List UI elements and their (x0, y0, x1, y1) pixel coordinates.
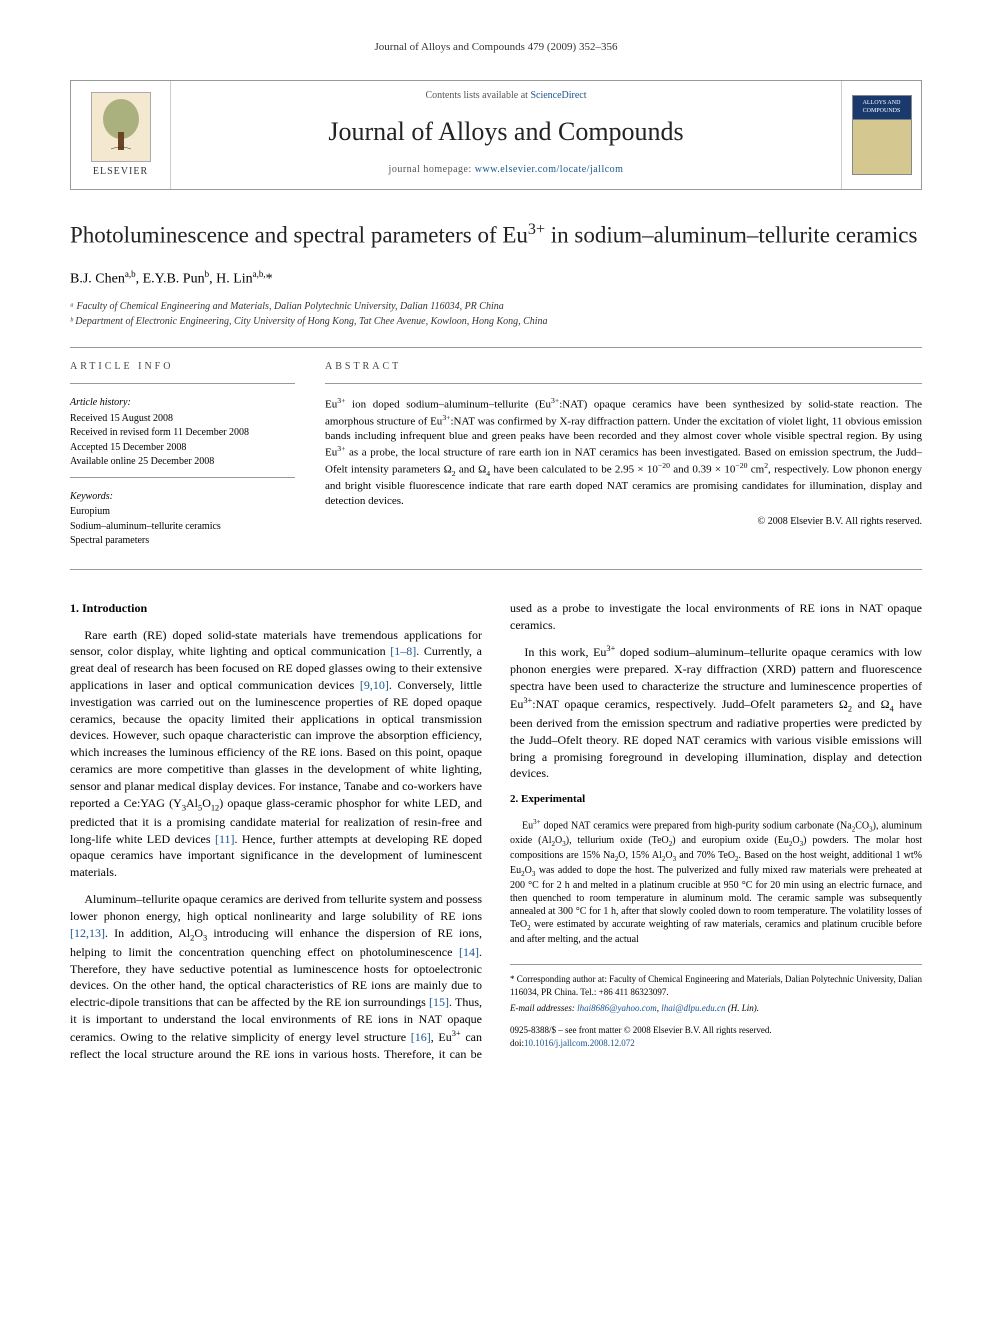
elsevier-label: ELSEVIER (93, 165, 148, 179)
running-header: Journal of Alloys and Compounds 479 (200… (70, 40, 922, 55)
corresponding-author: * Corresponding author at: Faculty of Ch… (510, 973, 922, 998)
history-revised: Received in revised form 11 December 200… (70, 426, 295, 440)
history-online: Available online 25 December 2008 (70, 455, 295, 469)
email-label: E-mail addresses: (510, 1003, 577, 1013)
abstract-column: ABSTRACT Eu3+ ion doped sodium–aluminum–… (325, 360, 922, 549)
article-info-column: ARTICLE INFO Article history: Received 1… (70, 360, 295, 549)
info-divider (70, 383, 295, 384)
divider-bottom (70, 569, 922, 570)
journal-title: Journal of Alloys and Compounds (181, 114, 831, 149)
footnote-block: * Corresponding author at: Faculty of Ch… (510, 964, 922, 1049)
keyword-1: Europium (70, 505, 295, 519)
affiliation-a: ᵃ Faculty of Chemical Engineering and Ma… (70, 300, 922, 314)
doi-link[interactable]: 10.1016/j.jallcom.2008.12.072 (524, 1038, 635, 1048)
intro-paragraph-1: Rare earth (RE) doped solid-state materi… (70, 627, 482, 881)
contents-available-line: Contents lists available at ScienceDirec… (181, 89, 831, 103)
divider-top (70, 347, 922, 348)
body-two-column: 1. Introduction Rare earth (RE) doped so… (70, 600, 922, 1062)
experimental-heading: 2. Experimental (510, 792, 922, 807)
doi-line: doi:10.1016/j.jallcom.2008.12.072 (510, 1037, 922, 1050)
doi-label: doi: (510, 1038, 524, 1048)
abstract-heading: ABSTRACT (325, 360, 922, 374)
contents-prefix: Contents lists available at (425, 90, 530, 101)
keyword-3: Spectral parameters (70, 534, 295, 548)
sciencedirect-link[interactable]: ScienceDirect (530, 90, 586, 101)
journal-header-box: ELSEVIER Contents lists available at Sci… (70, 80, 922, 190)
abstract-text: Eu3+ ion doped sodium–aluminum–tellurite… (325, 396, 922, 508)
intro-paragraph-3: In this work, Eu3+ doped sodium–aluminum… (510, 643, 922, 782)
keywords-divider (70, 477, 295, 478)
history-label: Article history: (70, 396, 295, 410)
front-matter-line: 0925-8388/$ – see front matter © 2008 El… (510, 1024, 922, 1037)
introduction-heading: 1. Introduction (70, 600, 482, 617)
abstract-copyright: © 2008 Elsevier B.V. All rights reserved… (325, 515, 922, 529)
homepage-prefix: journal homepage: (389, 164, 475, 175)
elsevier-logo: ELSEVIER (71, 81, 171, 189)
cover-image: ALLOYS AND COMPOUNDS (852, 95, 912, 175)
article-title: Photoluminescence and spectral parameter… (70, 220, 922, 250)
journal-homepage-line: journal homepage: www.elsevier.com/locat… (181, 163, 831, 177)
email-addresses[interactable]: lhai8686@yahoo.com, lhai@dlpu.edu.cn (H.… (577, 1003, 759, 1013)
journal-homepage-link[interactable]: www.elsevier.com/locate/jallcom (475, 164, 624, 175)
keywords-label: Keywords: (70, 490, 295, 504)
keyword-2: Sodium–aluminum–tellurite ceramics (70, 520, 295, 534)
elsevier-tree-icon (91, 92, 151, 162)
history-accepted: Accepted 15 December 2008 (70, 441, 295, 455)
journal-cover-thumb: ALLOYS AND COMPOUNDS (841, 81, 921, 189)
article-info-heading: ARTICLE INFO (70, 360, 295, 374)
affiliation-b: ᵇ Department of Electronic Engineering, … (70, 315, 922, 329)
affiliations: ᵃ Faculty of Chemical Engineering and Ma… (70, 300, 922, 329)
experimental-text: Eu3+ doped NAT ceramics were prepared fr… (510, 818, 922, 947)
authors-line: B.J. Chena,b, E.Y.B. Punb, H. Lina,b,* (70, 268, 922, 290)
abstract-divider (325, 383, 922, 384)
history-received: Received 15 August 2008 (70, 412, 295, 426)
email-line: E-mail addresses: lhai8686@yahoo.com, lh… (510, 1002, 922, 1015)
